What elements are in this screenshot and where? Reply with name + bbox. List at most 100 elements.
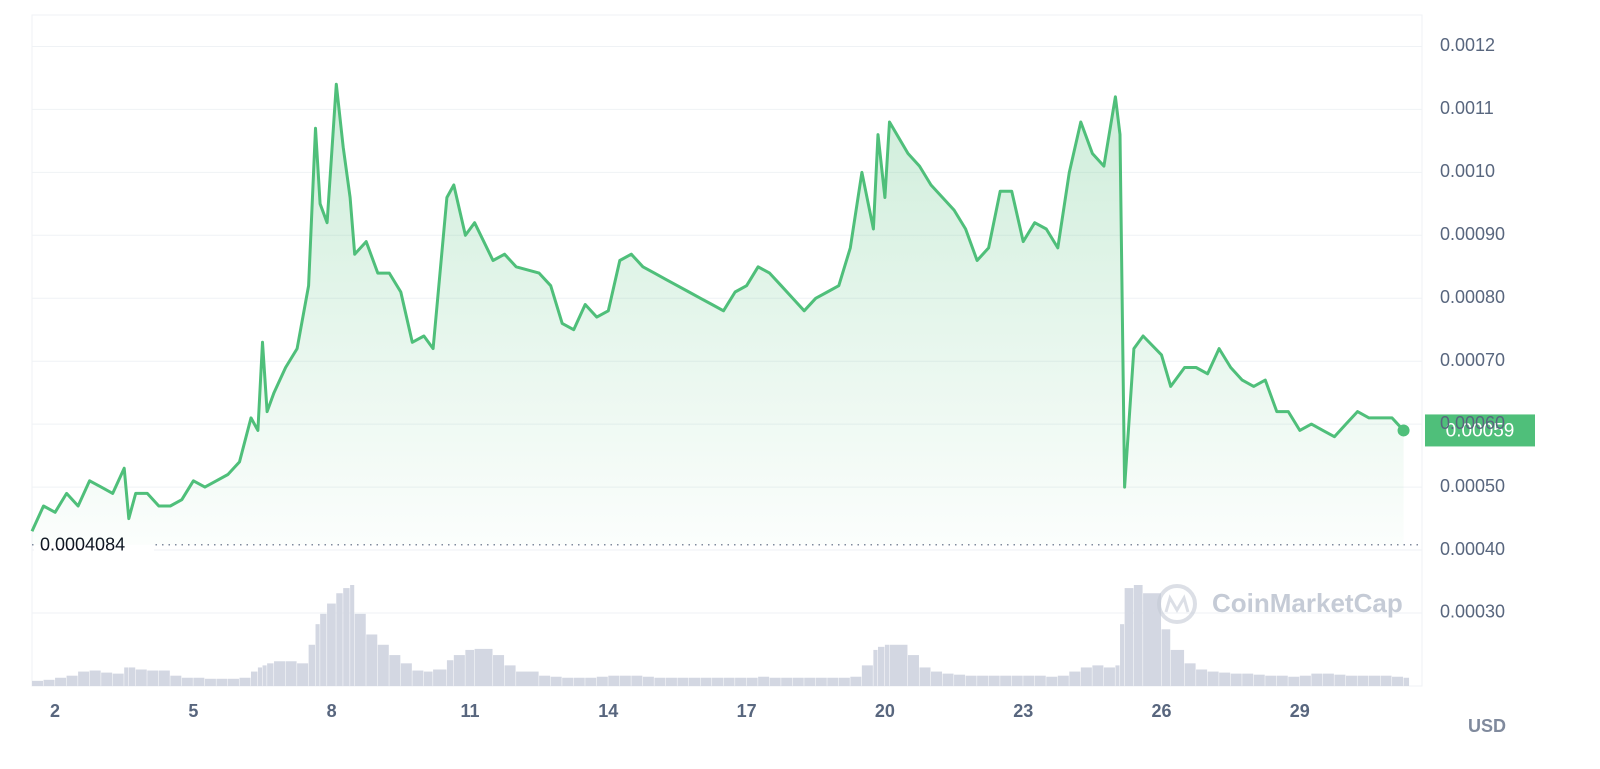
x-tick-label: 8 (327, 701, 337, 721)
volume-bar (433, 669, 447, 686)
volume-bar (227, 678, 239, 686)
x-tick-label: 29 (1290, 701, 1310, 721)
volume-bar (147, 670, 159, 686)
volume-bar (942, 673, 954, 686)
volume-bar (315, 624, 320, 686)
volume-bar (308, 644, 316, 686)
volume-bar (204, 678, 216, 686)
volume-bar (389, 655, 401, 686)
volume-bar (262, 665, 267, 686)
volume-bar (181, 677, 193, 686)
volume-bar (89, 670, 101, 686)
volume-bar (1120, 624, 1125, 686)
y-tick-label: 0.00090 (1440, 224, 1505, 244)
price-tag-label: 0.00059 (1446, 420, 1515, 441)
volume-bar (1184, 663, 1196, 686)
volume-bar (877, 646, 885, 686)
x-tick-label: 26 (1152, 701, 1172, 721)
volume-bar (101, 672, 113, 686)
volume-bar (850, 676, 862, 686)
volume-bar (884, 644, 890, 686)
volume-bar (474, 648, 493, 686)
volume-bar (1368, 675, 1381, 686)
volume-bar (465, 649, 475, 686)
volume-bar (573, 677, 585, 686)
volume-bar (216, 678, 228, 686)
volume-bar (562, 677, 574, 686)
volume-bar (1011, 675, 1023, 686)
volume-bar (423, 671, 433, 686)
volume-bar (267, 663, 274, 686)
volume-bar (250, 671, 258, 686)
volume-bar (1299, 675, 1311, 686)
volume-bar (1345, 675, 1357, 686)
volume (32, 585, 1410, 686)
volume-bar (336, 593, 343, 686)
x-tick-label: 17 (737, 701, 757, 721)
y-tick-label: 0.0011 (1440, 98, 1494, 118)
x-tick-label: 11 (460, 701, 479, 721)
volume-bar (1219, 672, 1231, 686)
y-tick-label: 0.00030 (1440, 602, 1505, 622)
price-area (32, 84, 1404, 545)
volume-bar (412, 670, 424, 686)
volume-bar (274, 661, 286, 686)
volume-bar (977, 675, 989, 686)
volume-bar (723, 677, 735, 686)
volume-bar (377, 644, 389, 686)
volume-bar (889, 644, 908, 686)
price-tag (1425, 414, 1535, 447)
y-tick-label: 0.00050 (1440, 476, 1505, 496)
y-tick-label: 0.00070 (1440, 350, 1505, 370)
watermark-logo (1157, 584, 1197, 624)
y-tick-label: 0.0012 (1440, 35, 1495, 55)
volume-bar (631, 675, 643, 686)
x-tick-label: 23 (1013, 701, 1033, 721)
volume-bar (1133, 585, 1143, 686)
volume-bar (158, 670, 170, 686)
volume-bar (919, 667, 931, 686)
volume-bar (1103, 667, 1115, 686)
volume-bar (78, 671, 90, 686)
volume-bar (1092, 665, 1104, 686)
watermark: CoinMarketCap (1212, 588, 1403, 618)
volume-bar (297, 663, 309, 686)
volume-bar (642, 676, 654, 686)
y-tick-label: 0.00060 (1440, 413, 1505, 433)
volume-bar (781, 677, 793, 686)
volume-bar (861, 665, 873, 686)
volume-bar (954, 674, 966, 686)
volume-bar (1000, 675, 1012, 686)
volume-bar (1242, 673, 1254, 686)
volume-bar (596, 676, 608, 686)
volume-bar (758, 676, 770, 686)
volume-bar (654, 677, 666, 686)
volume-bar (1080, 667, 1092, 686)
volume-bar (343, 588, 350, 686)
volume-bar (550, 676, 562, 686)
price: 0.00040840.00059 (30, 82, 1535, 557)
volume-bar (66, 675, 78, 686)
volume-bar (135, 669, 147, 686)
volume-bar (493, 655, 505, 686)
volume-bar (608, 675, 620, 686)
volume-bar (285, 661, 297, 686)
volume-bar (1392, 676, 1404, 686)
volume-bar (907, 655, 919, 686)
volume-bar (1380, 675, 1392, 686)
volume-bar (1403, 677, 1410, 686)
volume-bar (320, 613, 327, 686)
volume-bar (504, 665, 516, 686)
volume-bar (446, 660, 454, 686)
x-tick-label: 14 (598, 701, 618, 721)
volume-bar (700, 677, 712, 686)
volume-bar (619, 675, 631, 686)
volume-bar (1311, 673, 1323, 686)
volume-bar (539, 675, 551, 686)
price-line (30, 82, 1405, 532)
volume-bar (1115, 665, 1120, 686)
volume-bar (400, 663, 412, 686)
volume-bar (124, 667, 129, 686)
volume-bar (1069, 671, 1081, 686)
volume-bar (712, 677, 724, 686)
